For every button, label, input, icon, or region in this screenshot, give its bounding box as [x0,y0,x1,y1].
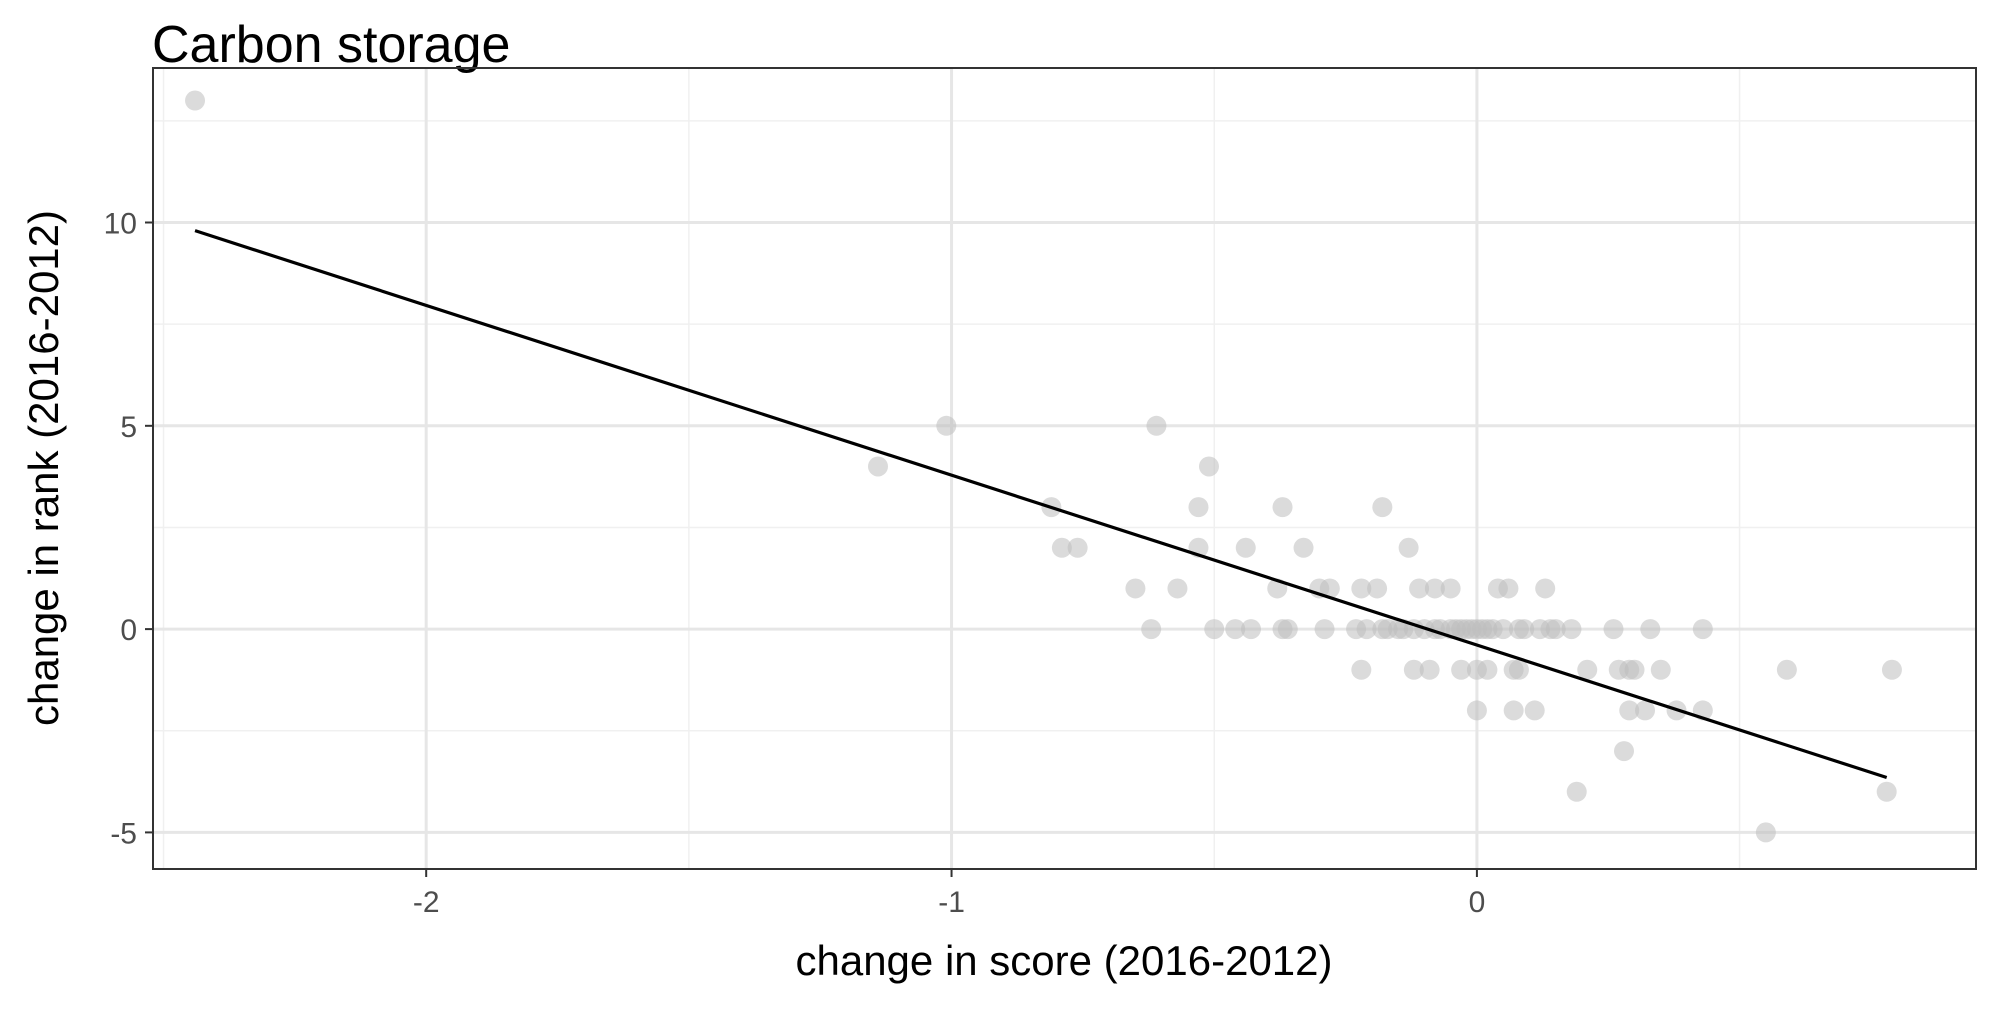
data-point [1225,619,1246,640]
data-point [1493,619,1514,640]
data-point [1640,619,1661,640]
y-tick-label: 10 [104,208,137,241]
data-point [1235,537,1256,558]
data-point [1372,497,1393,518]
data-points [185,90,1902,843]
data-point [1503,700,1524,721]
data-point [1545,619,1566,640]
x-axis-ticks: -2 -1 0 [413,869,1485,919]
data-point [1566,781,1587,802]
y-tick-label: -5 [110,817,137,850]
data-point [1650,659,1671,680]
data-point [1603,619,1624,640]
data-point [1356,619,1377,640]
data-point [185,90,206,111]
data-point [1198,456,1219,477]
data-point [1141,619,1162,640]
data-point [1314,619,1335,640]
data-point [1624,659,1645,680]
data-point [1508,659,1529,680]
data-point [1409,578,1430,599]
regression-line [194,229,1888,780]
data-point [1424,578,1445,599]
data-point [1293,537,1314,558]
data-point [1876,781,1897,802]
data-point [1067,537,1088,558]
data-point [1514,619,1535,640]
data-point [1466,700,1487,721]
major-gridlines [153,68,1976,869]
x-tick-label: 0 [1469,886,1486,919]
minor-gridlines [153,68,1976,869]
data-point [1776,659,1797,680]
data-point [1241,619,1262,640]
plot-panel-border [152,67,1977,870]
data-point [1167,578,1188,599]
data-point [1351,578,1372,599]
data-point [1498,578,1519,599]
data-point [1619,700,1640,721]
data-point [1188,497,1209,518]
data-point [1125,578,1146,599]
data-point [1277,619,1298,640]
x-tick-label: -2 [413,886,440,919]
data-point [1440,578,1461,599]
data-point [1146,415,1167,436]
data-point [1692,619,1713,640]
data-point [1561,619,1582,640]
data-point [1403,659,1424,680]
data-point [936,415,957,436]
data-point [1577,659,1598,680]
x-axis-title: change in score (2016-2012) [795,937,1332,984]
y-axis-ticks: -5 0 5 10 [104,208,153,850]
data-point [1881,659,1902,680]
data-point [1398,537,1419,558]
regression-line-group [194,229,1888,780]
data-point [1451,659,1472,680]
data-point [1367,578,1388,599]
data-point [1477,659,1498,680]
data-point [1755,822,1776,843]
data-point [1635,700,1656,721]
chart-title: Carbon storage [152,16,510,74]
data-point [1204,619,1225,640]
y-tick-label: 5 [120,411,137,444]
data-point [1524,700,1545,721]
data-point [1614,741,1635,762]
y-axis-title: change in rank (2016-2012) [20,210,67,726]
y-tick-label: 0 [120,614,137,647]
data-point [1319,578,1340,599]
data-point [867,456,888,477]
data-point [1351,659,1372,680]
data-point [1535,578,1556,599]
data-point [1272,497,1293,518]
data-point [1419,659,1440,680]
x-tick-label: -1 [938,886,965,919]
data-point [1051,537,1072,558]
